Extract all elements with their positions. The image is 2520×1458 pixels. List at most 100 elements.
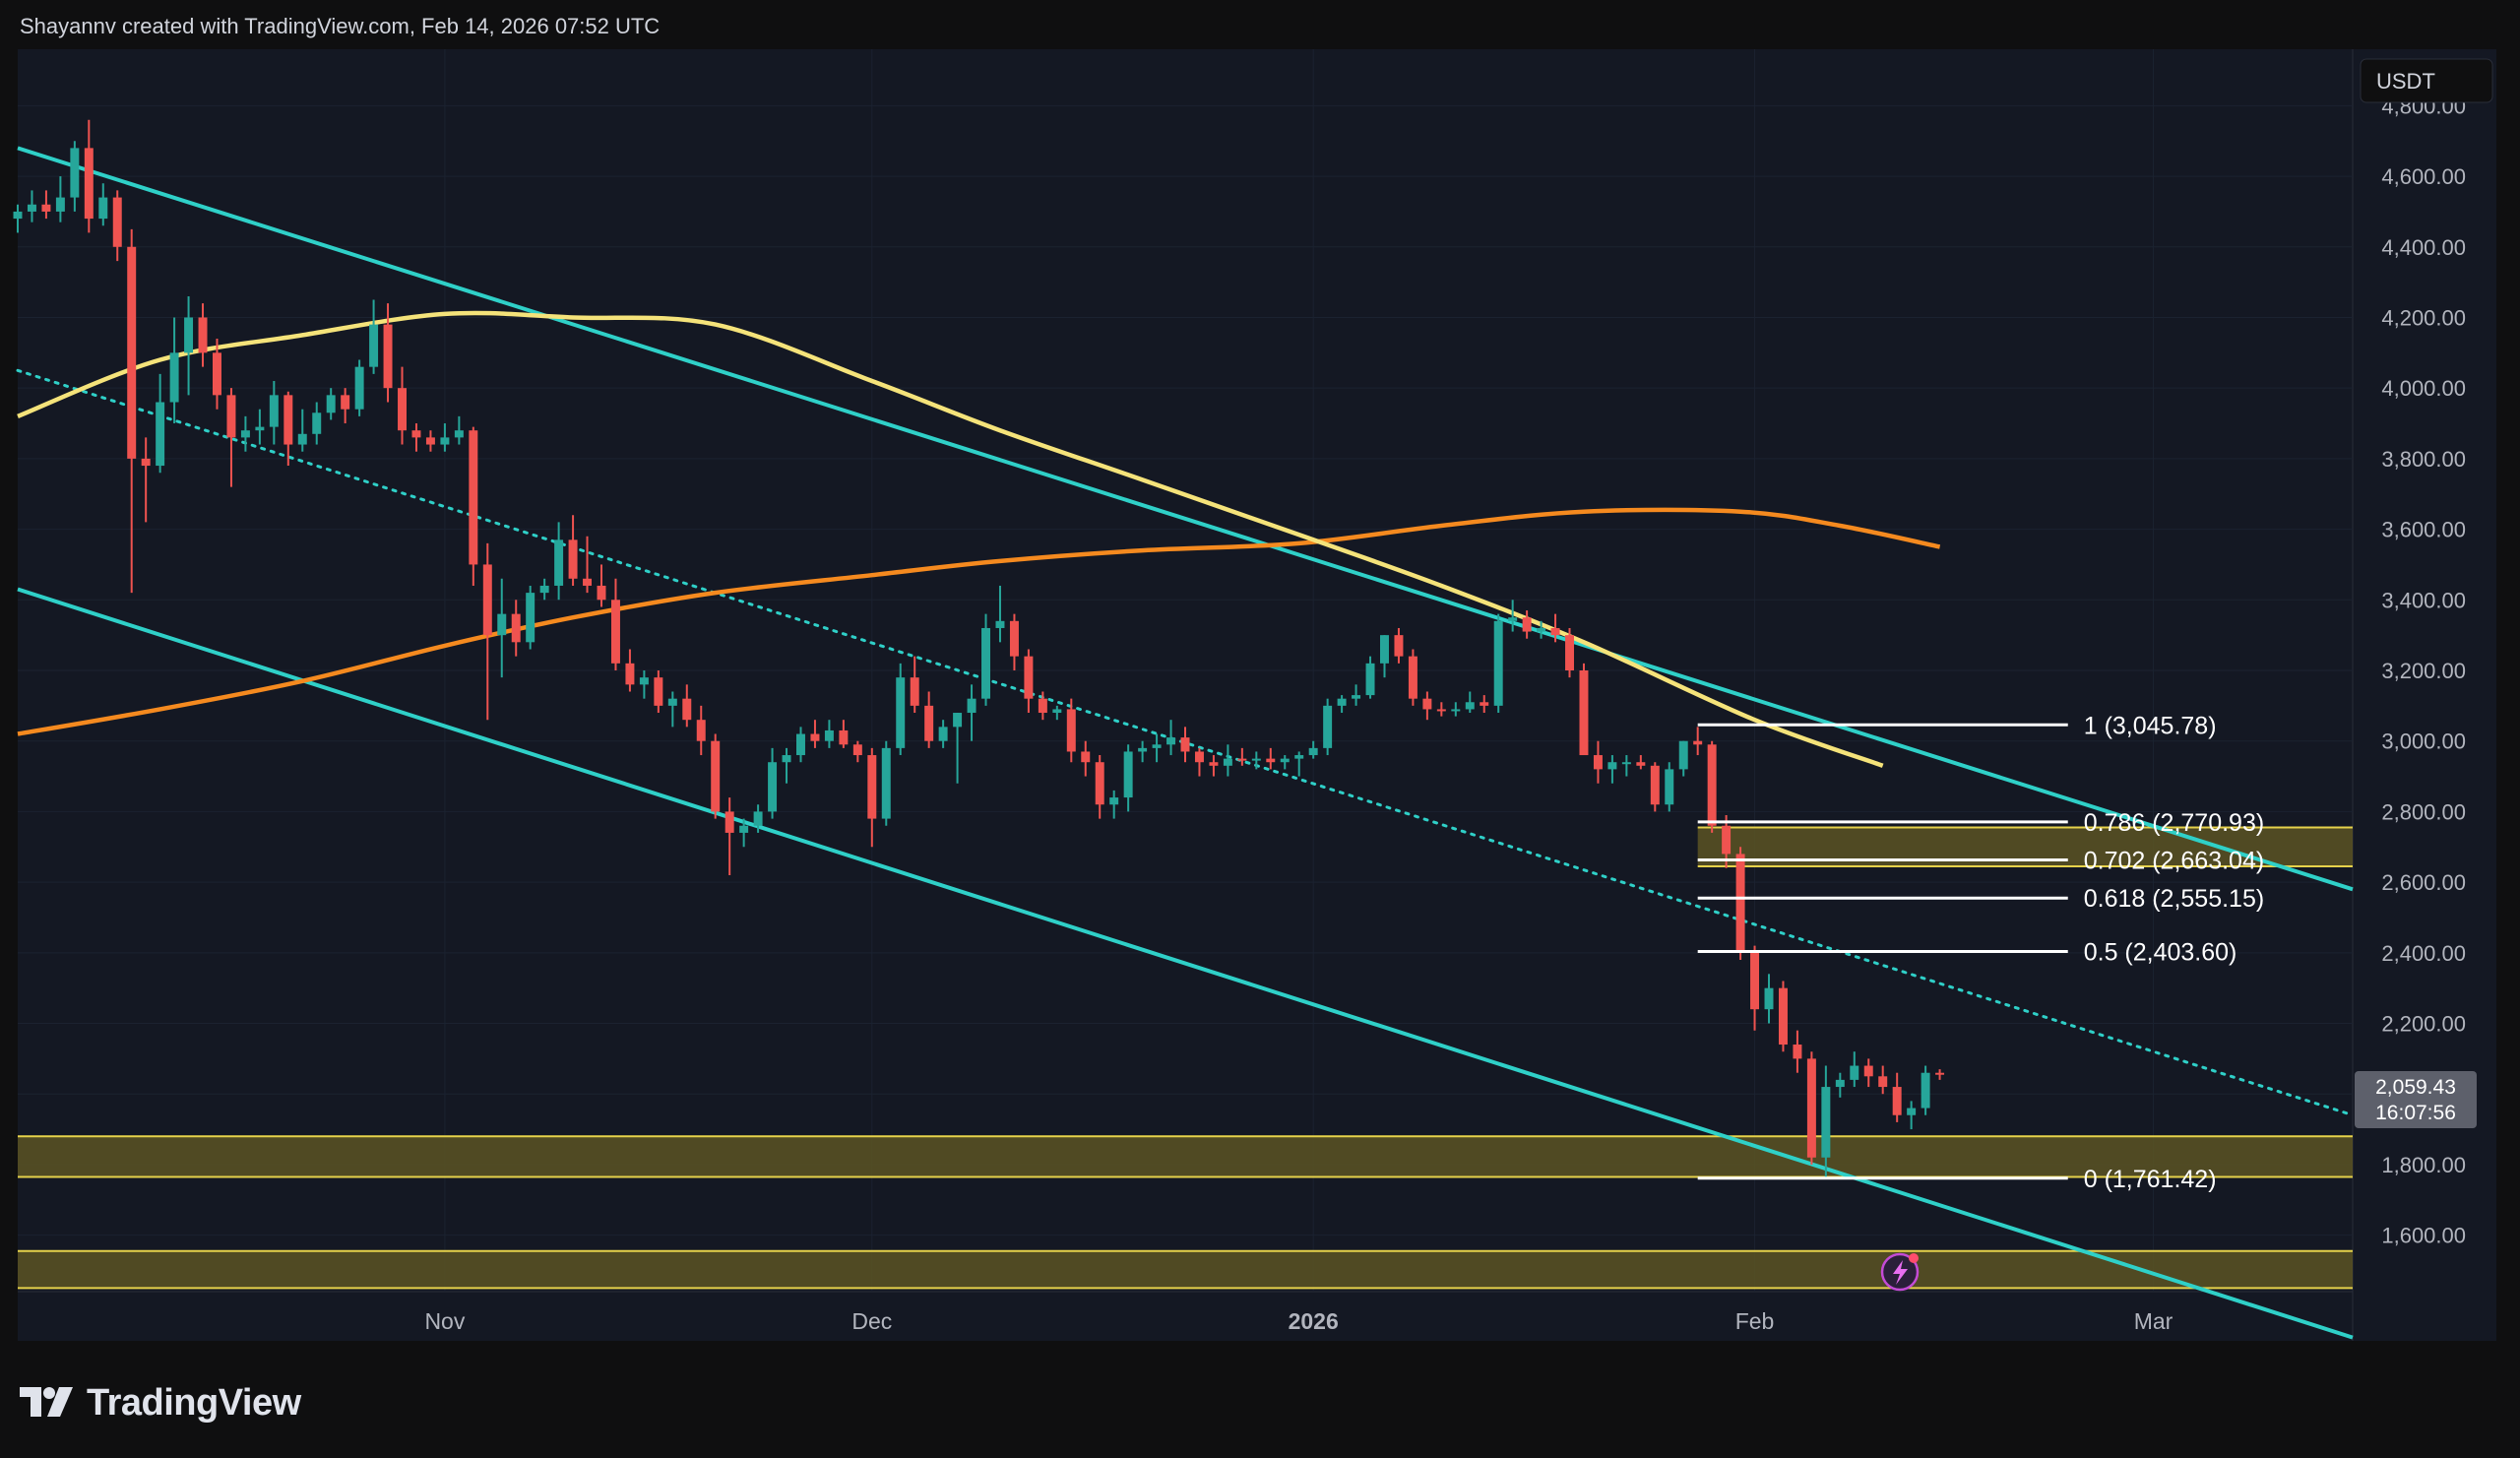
candle-body (1109, 797, 1119, 805)
candle-body (341, 395, 350, 410)
candle-body (184, 317, 194, 353)
candle-body (867, 755, 877, 819)
candle-body (1294, 755, 1304, 759)
candle-body (796, 733, 805, 756)
chart-attribution: Shayannv created with TradingView.com, F… (20, 14, 661, 38)
candle-body (1138, 747, 1148, 752)
lightning-event-icon[interactable] (1880, 1252, 1920, 1292)
candle-body (1565, 635, 1574, 670)
candle-body (411, 430, 421, 438)
fibonacci-retracement[interactable]: 1 (3,045.78) 0.786 (2,770.93) 0.702 (2,663… (1697, 712, 2265, 1193)
price-tick-label: 4,600.00 (2381, 164, 2466, 189)
candle-body (198, 317, 208, 353)
candle-body (753, 811, 763, 826)
candle-body (1921, 1072, 1930, 1109)
currency-button[interactable]: USDT (2360, 58, 2493, 103)
candle-body (938, 727, 948, 741)
tradingview-logo[interactable]: TradingView (20, 1378, 301, 1427)
candle-body (98, 197, 108, 220)
candle-body (1579, 670, 1589, 756)
candle-body (696, 720, 706, 741)
fib-level-label: 0.618 (2,555.15) (2084, 885, 2264, 913)
price-zone (18, 1250, 2353, 1289)
candle-body (810, 733, 820, 741)
candle-body (554, 539, 564, 586)
candle-body (1907, 1108, 1917, 1115)
candle-body (425, 437, 435, 445)
candle-body (1123, 751, 1133, 798)
candle-body (1009, 620, 1019, 657)
fib-level-label: 0.702 (2,663.04) (2084, 848, 2264, 875)
candle-body (13, 211, 23, 220)
candle-body (639, 677, 649, 685)
candle-body (1722, 825, 1732, 855)
candle-body (1636, 762, 1646, 766)
candle-body (1550, 627, 1560, 636)
time-axis-bg[interactable] (18, 1292, 2353, 1341)
price-tick-label: 3,000.00 (2381, 729, 2466, 754)
candle-body (782, 755, 791, 763)
channel-lower-line (17, 587, 2354, 1340)
candle-body (1750, 952, 1760, 1010)
time-tick-label: 2026 (1289, 1308, 1339, 1334)
candle-body (1621, 762, 1631, 765)
candle-body (881, 747, 891, 819)
fib-level-label: 0.786 (2,770.93) (2084, 809, 2264, 837)
candle-body (1693, 740, 1703, 745)
candle-body (839, 729, 849, 745)
price-tick-label: 3,800.00 (2381, 447, 2466, 472)
candle-body (568, 539, 578, 579)
candle-body (27, 204, 36, 212)
candle-body (1593, 755, 1603, 770)
candle-body (1394, 635, 1404, 657)
candle-body (1778, 987, 1788, 1046)
last-price-value: 2,059.43 (2375, 1076, 2456, 1099)
candle-body (255, 426, 265, 431)
tradingview-logo-icon (20, 1387, 73, 1417)
candle-body (454, 430, 464, 438)
candle-body (667, 698, 677, 706)
candle-body (1323, 705, 1333, 748)
candle-body (269, 395, 279, 427)
candle-body (369, 324, 379, 367)
candle-body (469, 430, 478, 565)
candle-body (1935, 1072, 1945, 1075)
candle-body (1251, 758, 1261, 761)
candle-body (398, 388, 407, 431)
price-tick-label: 4,000.00 (2381, 376, 2466, 401)
candle-body (1194, 751, 1204, 763)
candle-body (1508, 617, 1518, 621)
candle-body (1223, 758, 1232, 766)
candle-body (682, 698, 692, 721)
candle-body (1878, 1076, 1888, 1088)
candle-body (297, 433, 307, 445)
candle-body (326, 395, 336, 413)
candle-body (597, 585, 606, 601)
candle-body (55, 197, 65, 212)
channel-upper-line (17, 146, 2354, 892)
candle-body (1422, 698, 1432, 710)
price-tick-label: 3,200.00 (2381, 659, 2466, 683)
candle-body (440, 437, 450, 445)
price-tick-label: 1,800.00 (2381, 1153, 2466, 1177)
candle-body (1850, 1065, 1859, 1080)
candle-body (995, 620, 1005, 628)
price-tick-label: 4,200.00 (2381, 305, 2466, 330)
time-tick-label: Dec (851, 1308, 892, 1334)
candle-body (1735, 854, 1745, 953)
candle-body (482, 564, 492, 636)
candlesticks (13, 119, 1945, 1179)
candle-body (981, 627, 990, 699)
candle-body (169, 352, 179, 403)
candle-body (1024, 656, 1034, 699)
candle-body (1308, 747, 1318, 756)
candle-body (739, 825, 749, 833)
candle-body (539, 585, 549, 594)
time-axis-labels: Nov Dec 2026 Feb Mar (424, 1308, 2173, 1334)
candle-body (967, 698, 976, 714)
candle-body (1266, 758, 1276, 763)
candle-body (1707, 744, 1717, 826)
candle-body (1793, 1045, 1802, 1059)
tradingview-wordmark: TradingView (87, 1381, 301, 1424)
